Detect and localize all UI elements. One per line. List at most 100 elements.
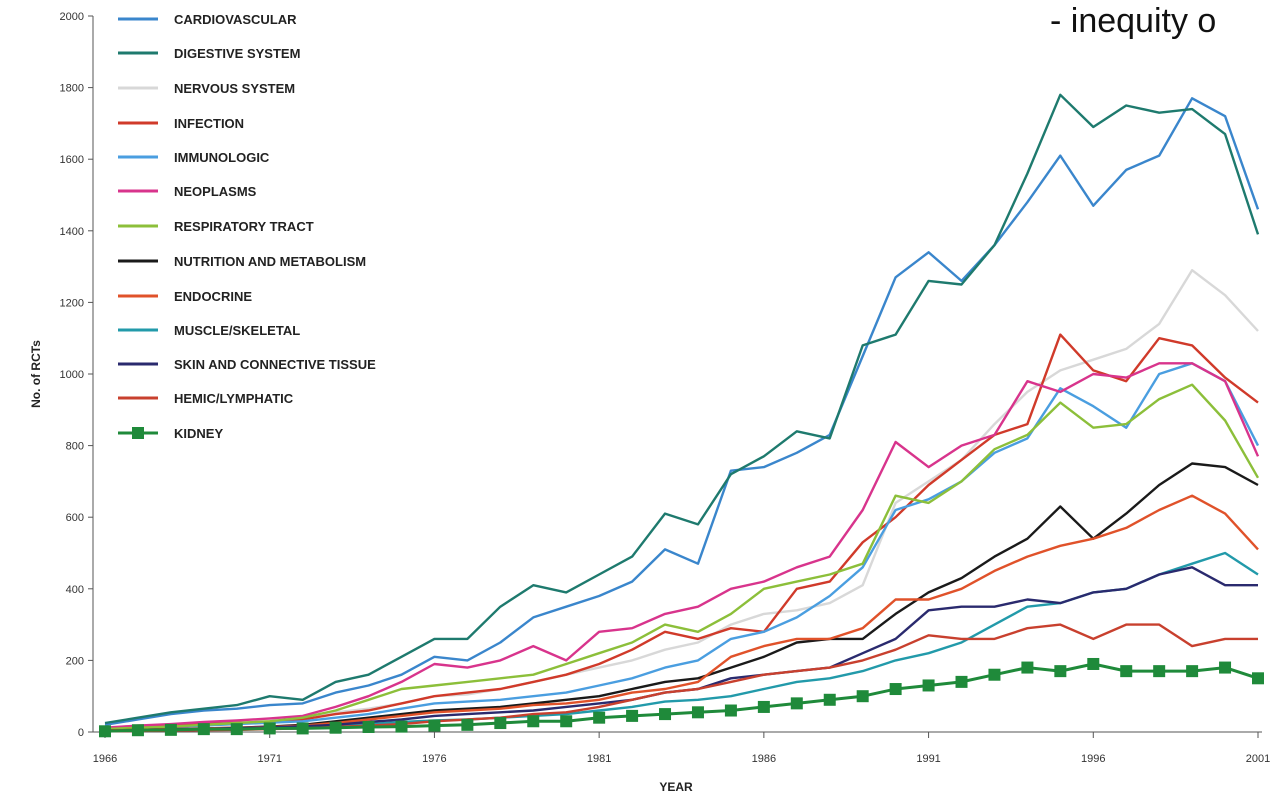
kidney-point xyxy=(494,717,507,730)
x-axis-title: YEAR xyxy=(659,780,693,794)
kidney-point xyxy=(724,704,737,717)
legend-marker xyxy=(132,427,144,439)
legend-label: KIDNEY xyxy=(174,426,223,441)
y-tick-label: 1800 xyxy=(60,83,84,95)
series-line-nervous-system xyxy=(104,269,1259,730)
legend-label: NERVOUS SYSTEM xyxy=(174,81,295,96)
y-tick-label: 600 xyxy=(66,512,84,524)
kidney-point xyxy=(362,720,375,733)
kidney-point xyxy=(1219,661,1232,674)
headline-text: - inequity o xyxy=(1050,2,1217,40)
x-tick-label: 1986 xyxy=(752,753,776,765)
legend-label: HEMIC/LYMPHATIC xyxy=(174,391,294,406)
legend-label: CARDIOVASCULAR xyxy=(174,12,297,27)
kidney-point xyxy=(1252,672,1264,685)
kidney-point xyxy=(99,725,111,738)
legend-item: CARDIOVASCULAR xyxy=(118,12,297,27)
y-tick-label: 2000 xyxy=(60,11,84,23)
kidney-point xyxy=(428,719,441,732)
legend-label: NEOPLASMS xyxy=(174,184,257,199)
legend-label: MUSCLE/SKELETAL xyxy=(174,323,300,338)
kidney-point xyxy=(889,683,902,696)
x-tick-label: 1971 xyxy=(257,753,281,765)
kidney-point xyxy=(527,715,540,728)
kidney-point xyxy=(757,700,770,713)
kidney-point xyxy=(955,675,968,688)
kidney-point xyxy=(560,715,573,728)
legend-label: ENDOCRINE xyxy=(174,289,252,304)
legend-item: RESPIRATORY TRACT xyxy=(118,219,314,234)
legend-item: HEMIC/LYMPHATIC xyxy=(118,391,294,406)
legend-label: DIGESTIVE SYSTEM xyxy=(174,46,300,61)
y-tick-label: 200 xyxy=(66,655,84,667)
kidney-point xyxy=(988,668,1001,681)
y-tick-label: 800 xyxy=(66,441,84,453)
kidney-point xyxy=(263,722,276,735)
x-tick-label: 2001 xyxy=(1246,753,1270,765)
legend-item: KIDNEY xyxy=(118,426,223,441)
y-ticks: 0 200 400 600 800 1000 1200 1400 1600 1800 2000 xyxy=(60,11,93,739)
legend-item: INFECTION xyxy=(118,116,244,131)
kidney-point xyxy=(593,711,606,724)
kidney-point xyxy=(856,690,869,703)
kidney-point xyxy=(1087,657,1100,670)
legend-item: DIGESTIVE SYSTEM xyxy=(118,46,300,61)
x-tick-label: 1996 xyxy=(1081,753,1105,765)
legend-label: RESPIRATORY TRACT xyxy=(174,219,314,234)
kidney-point xyxy=(1186,665,1199,678)
series-line-digestive-system xyxy=(104,93,1260,725)
legend-item: NERVOUS SYSTEM xyxy=(118,81,295,96)
kidney-point xyxy=(626,709,639,722)
kidney-point xyxy=(164,723,177,736)
series-line-infection xyxy=(104,333,1259,731)
kidney-point xyxy=(296,722,309,735)
kidney-point xyxy=(395,720,408,733)
legend-item: NUTRITION AND METABOLISM xyxy=(118,254,366,269)
series-line-immunologic xyxy=(104,362,1260,732)
legend-item: SKIN AND CONNECTIVE TISSUE xyxy=(118,357,376,372)
legend: CARDIOVASCULAR DIGESTIVE SYSTEM NERVOUS SY… xyxy=(118,12,376,441)
kidney-point xyxy=(1054,665,1067,678)
kidney-point xyxy=(691,706,704,719)
legend-item: IMMUNOLOGIC xyxy=(118,150,270,165)
series-line-neoplasms xyxy=(104,362,1260,729)
kidney-point xyxy=(131,724,144,737)
y-axis-title: No. of RCTs xyxy=(29,340,43,408)
x-tick-label: 1991 xyxy=(916,753,940,765)
y-tick-label: 1600 xyxy=(60,154,84,166)
series-line-respiratory-tract xyxy=(104,383,1260,731)
series-line-cardiovascular xyxy=(104,97,1260,726)
legend-label: NUTRITION AND METABOLISM xyxy=(174,254,366,269)
legend-item: NEOPLASMS xyxy=(118,184,257,199)
y-tick-label: 1200 xyxy=(60,297,84,309)
legend-label: SKIN AND CONNECTIVE TISSUE xyxy=(174,357,376,372)
x-tick-label: 1976 xyxy=(422,753,446,765)
y-tick-label: 0 xyxy=(78,727,84,739)
kidney-point xyxy=(790,697,803,710)
y-tick-label: 1000 xyxy=(60,369,84,381)
series-group xyxy=(99,93,1264,738)
axes xyxy=(92,16,1262,733)
kidney-point xyxy=(922,679,935,692)
kidney-point xyxy=(461,718,474,731)
x-tick-label: 1981 xyxy=(587,753,611,765)
kidney-point xyxy=(230,723,243,736)
x-ticks: 1966 1971 1976 1981 1986 1991 1996 2001 xyxy=(93,732,1270,765)
legend-item: ENDOCRINE xyxy=(118,289,252,304)
kidney-point xyxy=(659,708,672,721)
x-tick-label: 1966 xyxy=(93,753,117,765)
legend-label: IMMUNOLOGIC xyxy=(174,150,270,165)
legend-item: MUSCLE/SKELETAL xyxy=(118,323,300,338)
series-line-skin-and-connective-tissue xyxy=(104,566,1258,733)
kidney-point xyxy=(1021,661,1034,674)
kidney-point xyxy=(197,723,210,736)
kidney-point xyxy=(823,693,836,706)
legend-label: INFECTION xyxy=(174,116,244,131)
y-tick-label: 1400 xyxy=(60,226,84,238)
kidney-point xyxy=(1153,665,1166,678)
y-tick-label: 400 xyxy=(66,584,84,596)
kidney-point xyxy=(1120,665,1133,678)
series-line-hemic-lymphatic xyxy=(104,623,1258,733)
